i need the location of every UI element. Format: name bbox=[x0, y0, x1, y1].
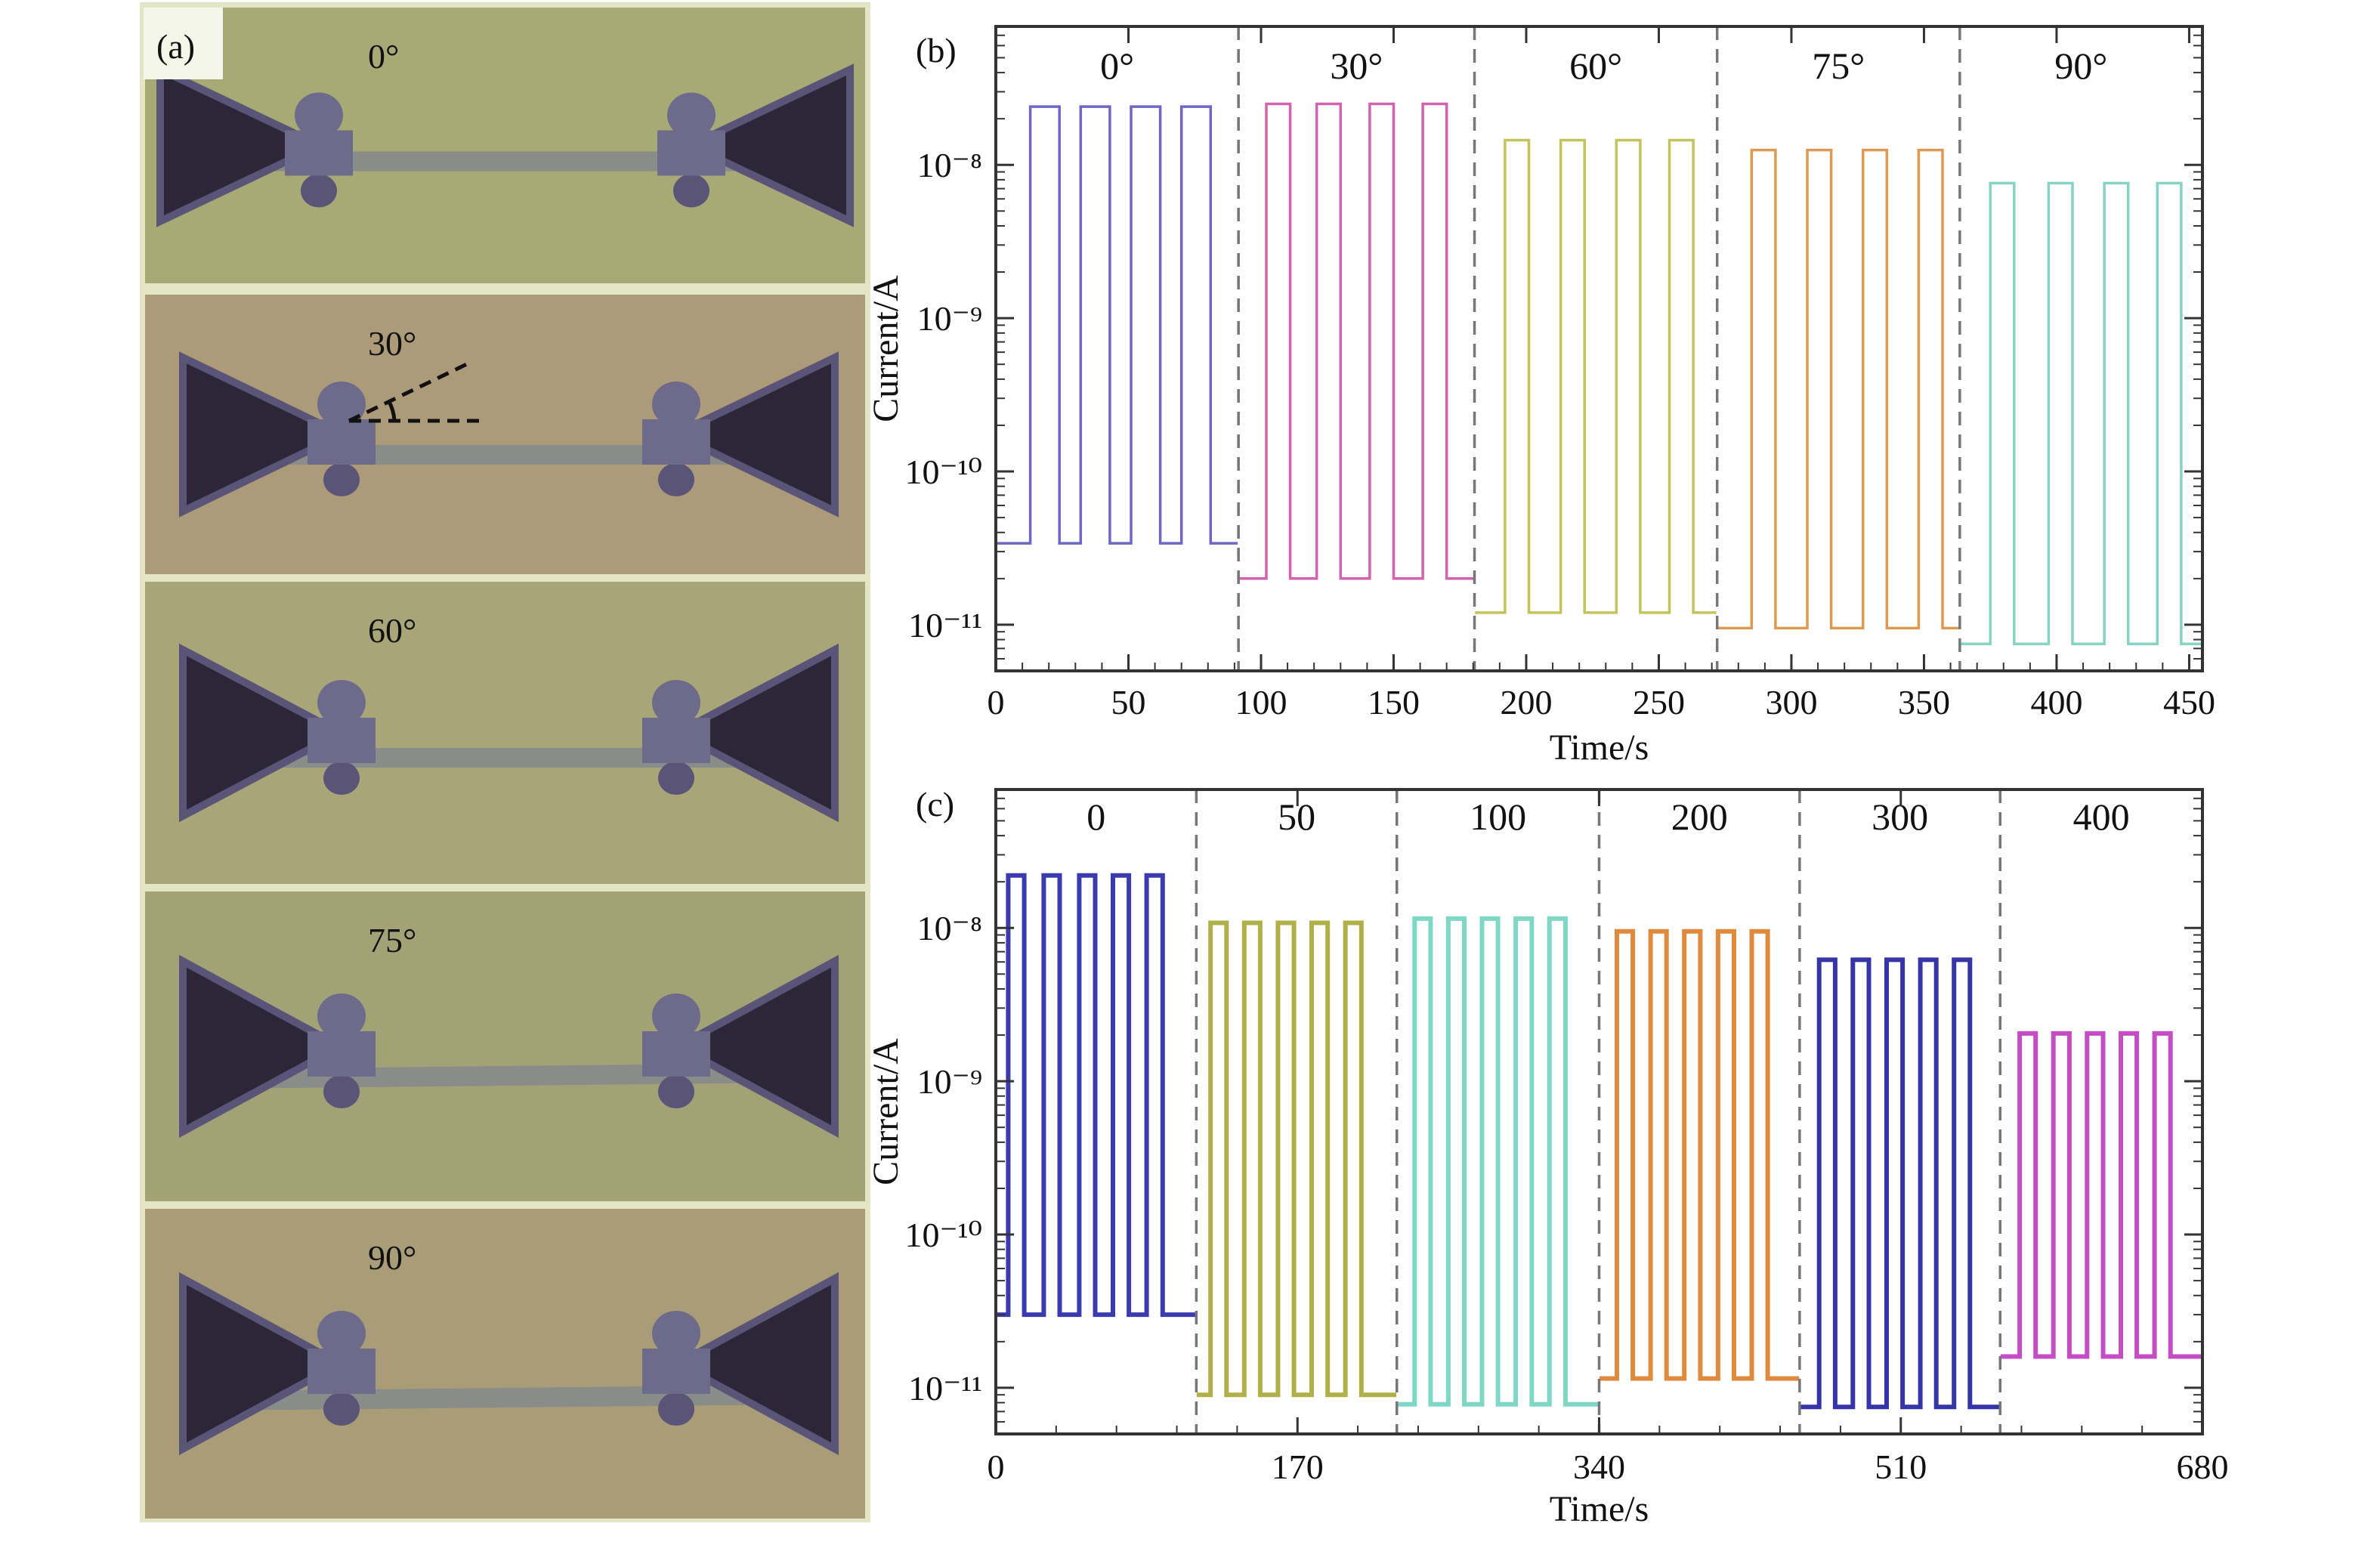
clamp-knob bbox=[317, 1311, 366, 1356]
series-90°-label: 90° bbox=[2054, 45, 2107, 87]
photo-angle-label: 75° bbox=[368, 921, 416, 959]
chart-b-x-axis-title: Time/s bbox=[1550, 728, 1649, 768]
clamp-knob bbox=[658, 1075, 694, 1108]
clamp-knob bbox=[658, 762, 694, 795]
clamp-body bbox=[308, 1349, 376, 1394]
x-tick-label: 510 bbox=[1875, 1448, 1927, 1486]
photo-2: 30° bbox=[145, 295, 865, 574]
clamp-knob bbox=[658, 1392, 694, 1426]
x-tick-label: 300 bbox=[1765, 683, 1817, 722]
series-400-trace bbox=[2000, 1031, 2202, 1359]
y-tick-label: 10⁻⁹ bbox=[917, 299, 982, 338]
series-75°-label: 75° bbox=[1812, 45, 1865, 87]
y-tick-label: 10⁻⁸ bbox=[917, 146, 982, 184]
panel-a-label: (a) bbox=[156, 27, 195, 66]
chart-b: 0° 30° 60° 75° 90° 0 50 100 150 200 250 300 350 400 45… bbox=[866, 25, 2215, 768]
clamp-body bbox=[308, 718, 376, 763]
y-tick-label: 10⁻¹¹ bbox=[908, 1369, 982, 1407]
clamp-knob bbox=[317, 993, 366, 1039]
series-75°-trace bbox=[1717, 148, 1959, 630]
series-50-trace bbox=[1196, 920, 1397, 1398]
series-200-trace bbox=[1600, 929, 1800, 1381]
clamp-knob bbox=[323, 1392, 360, 1426]
plot-frame bbox=[994, 25, 2204, 672]
clamp-knob bbox=[317, 680, 366, 725]
panel-a-photos: 0° 30° 60° 75° 90° (a) bbox=[140, 2, 870, 1522]
chart-c-x-axis-title: Time/s bbox=[1550, 1489, 1649, 1529]
x-tick-label: 0 bbox=[988, 683, 1005, 722]
x-tick-label: 150 bbox=[1368, 683, 1420, 722]
clamp-body bbox=[285, 130, 353, 176]
series-60°-label: 60° bbox=[1569, 45, 1622, 87]
series-30°-label: 30° bbox=[1330, 45, 1383, 87]
photo-angle-label: 90° bbox=[368, 1238, 416, 1277]
clamp-knob bbox=[652, 1311, 700, 1356]
x-tick-label: 340 bbox=[1573, 1448, 1625, 1486]
clamp-knob bbox=[295, 92, 343, 138]
x-tick-label: 200 bbox=[1500, 683, 1552, 722]
series-100-trace bbox=[1397, 916, 1599, 1407]
angle-guide-line bbox=[348, 360, 471, 423]
x-tick-label: 100 bbox=[1235, 683, 1287, 722]
clamp-knob bbox=[301, 174, 337, 208]
clamp-knob bbox=[658, 463, 694, 496]
x-tick-label: 0 bbox=[988, 1448, 1005, 1486]
series-60°-trace bbox=[1475, 138, 1717, 614]
x-tick-label: 50 bbox=[1111, 683, 1145, 722]
photo-5: 90° bbox=[145, 1209, 865, 1519]
series-30°-trace bbox=[1238, 102, 1474, 580]
series-200-label: 200 bbox=[1671, 796, 1728, 838]
y-tick-label: 10⁻¹⁰ bbox=[904, 1216, 982, 1254]
x-tick-label: 400 bbox=[2030, 683, 2082, 722]
panel-b-label: (b) bbox=[916, 31, 957, 70]
clamp-body bbox=[308, 419, 376, 465]
clamp-body bbox=[308, 1031, 376, 1077]
photo-1: 0° bbox=[145, 8, 865, 283]
clamp-body bbox=[642, 1031, 710, 1077]
angle-arc bbox=[386, 399, 397, 422]
y-tick-label: 10⁻¹⁰ bbox=[904, 453, 982, 491]
series-100-label: 100 bbox=[1470, 796, 1526, 838]
chart-b-y-axis-title: Current/A bbox=[866, 275, 906, 422]
x-tick-label: 350 bbox=[1898, 683, 1950, 722]
series-0-trace bbox=[996, 873, 1196, 1318]
clamp-knob bbox=[673, 174, 709, 208]
series-0°-trace bbox=[996, 105, 1238, 545]
clamp-knob bbox=[652, 382, 700, 427]
y-tick-label: 10⁻⁹ bbox=[917, 1062, 982, 1101]
x-tick-label: 250 bbox=[1633, 683, 1685, 722]
y-tick-label: 10⁻⁸ bbox=[917, 909, 982, 947]
panel-c-label: (c) bbox=[916, 785, 954, 823]
series-90°-trace bbox=[1960, 181, 2202, 646]
clamp-knob bbox=[667, 92, 716, 138]
clamp-knob bbox=[652, 680, 700, 725]
clamp-body bbox=[642, 1349, 710, 1394]
series-300-trace bbox=[1800, 957, 2000, 1410]
clamp-body bbox=[657, 130, 725, 176]
photo-4: 75° bbox=[145, 891, 865, 1201]
chart-c-y-axis-title: Current/A bbox=[866, 1038, 906, 1185]
series-0-label: 0 bbox=[1086, 796, 1105, 838]
clamp-body bbox=[642, 718, 710, 763]
photo-angle-label: 60° bbox=[368, 611, 416, 650]
series-0°-label: 0° bbox=[1100, 45, 1134, 87]
series-400-label: 400 bbox=[2073, 796, 2130, 838]
photo-angle-label: 0° bbox=[368, 37, 399, 76]
clamp-knob bbox=[323, 463, 360, 496]
clamp-knob bbox=[323, 762, 360, 795]
photo-3: 60° bbox=[145, 582, 865, 884]
y-tick-label: 10⁻¹¹ bbox=[908, 606, 982, 644]
panel-a-label-bg bbox=[144, 8, 223, 79]
clamp-knob bbox=[652, 993, 700, 1039]
clamp-knob bbox=[317, 382, 366, 427]
clamp-body bbox=[642, 419, 710, 465]
photo-angle-label: 30° bbox=[368, 324, 416, 363]
x-tick-label: 450 bbox=[2163, 683, 2215, 722]
clamp-knob bbox=[323, 1075, 360, 1108]
x-tick-label: 170 bbox=[1272, 1448, 1324, 1486]
x-tick-label: 680 bbox=[2177, 1448, 2229, 1486]
